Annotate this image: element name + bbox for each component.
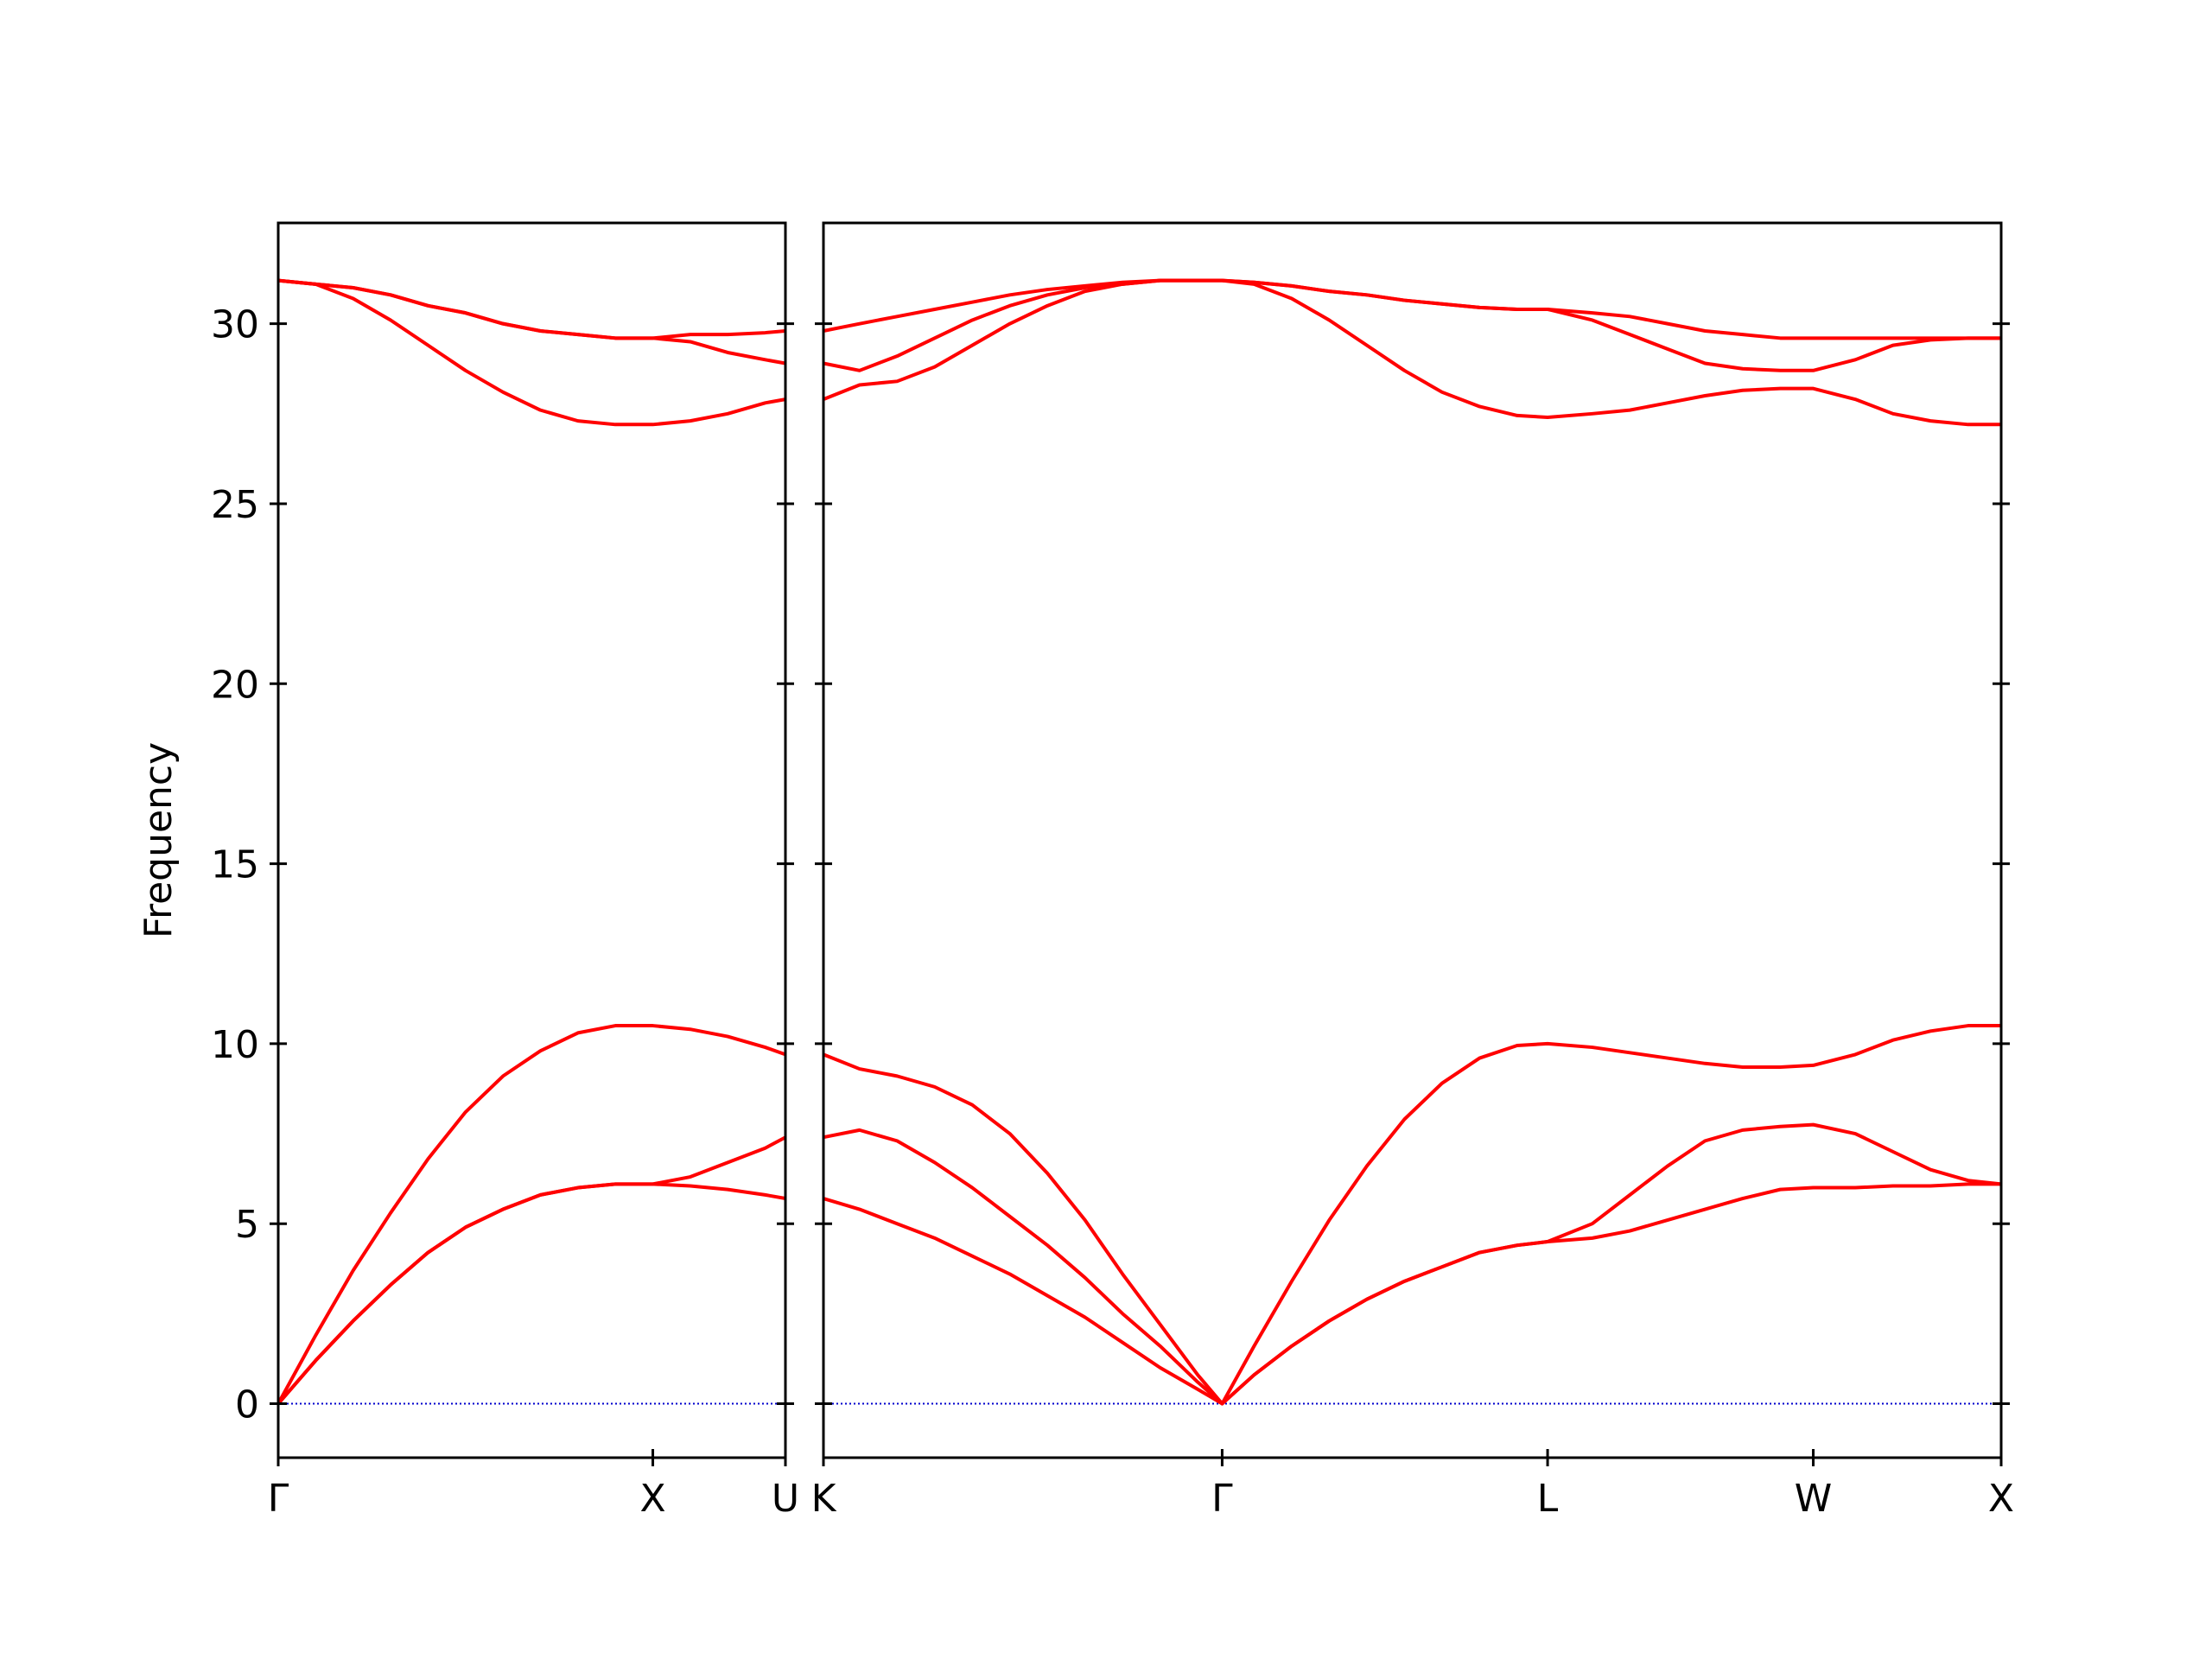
band-line bbox=[823, 1182, 2001, 1406]
x-tick-label: K bbox=[811, 1477, 837, 1521]
y-tick-label: 10 bbox=[211, 1023, 259, 1067]
band-line bbox=[823, 278, 2001, 427]
y-axis-label: Frequency bbox=[137, 742, 181, 938]
band-line bbox=[277, 278, 786, 340]
y-tick-label: 30 bbox=[211, 303, 259, 347]
band-line bbox=[276, 1024, 786, 1405]
x-tick-label: X bbox=[1988, 1477, 2014, 1521]
x-tick-label: X bbox=[639, 1477, 665, 1521]
band-line bbox=[823, 278, 2001, 340]
plot-frame bbox=[822, 221, 2003, 1459]
y-tick-label: 25 bbox=[211, 483, 259, 527]
y-tick-label: 20 bbox=[211, 663, 259, 707]
x-tick-label: W bbox=[1795, 1477, 1833, 1521]
band-line bbox=[276, 1135, 786, 1405]
y-tick-label: 15 bbox=[211, 843, 259, 887]
band-line bbox=[823, 278, 2001, 372]
y-tick-label: 5 bbox=[235, 1203, 259, 1247]
x-tick-label: Γ bbox=[1211, 1477, 1233, 1521]
plot-frame bbox=[276, 221, 787, 1459]
x-tick-label: L bbox=[1537, 1477, 1559, 1521]
x-tick-label: Γ bbox=[268, 1477, 289, 1521]
y-tick-label: 0 bbox=[235, 1383, 259, 1427]
band-line bbox=[277, 278, 786, 365]
band-line bbox=[823, 1122, 2002, 1406]
band-line bbox=[277, 278, 786, 427]
band-line bbox=[276, 1182, 786, 1405]
band-line bbox=[823, 1024, 2001, 1406]
x-tick-label: U bbox=[772, 1477, 799, 1521]
